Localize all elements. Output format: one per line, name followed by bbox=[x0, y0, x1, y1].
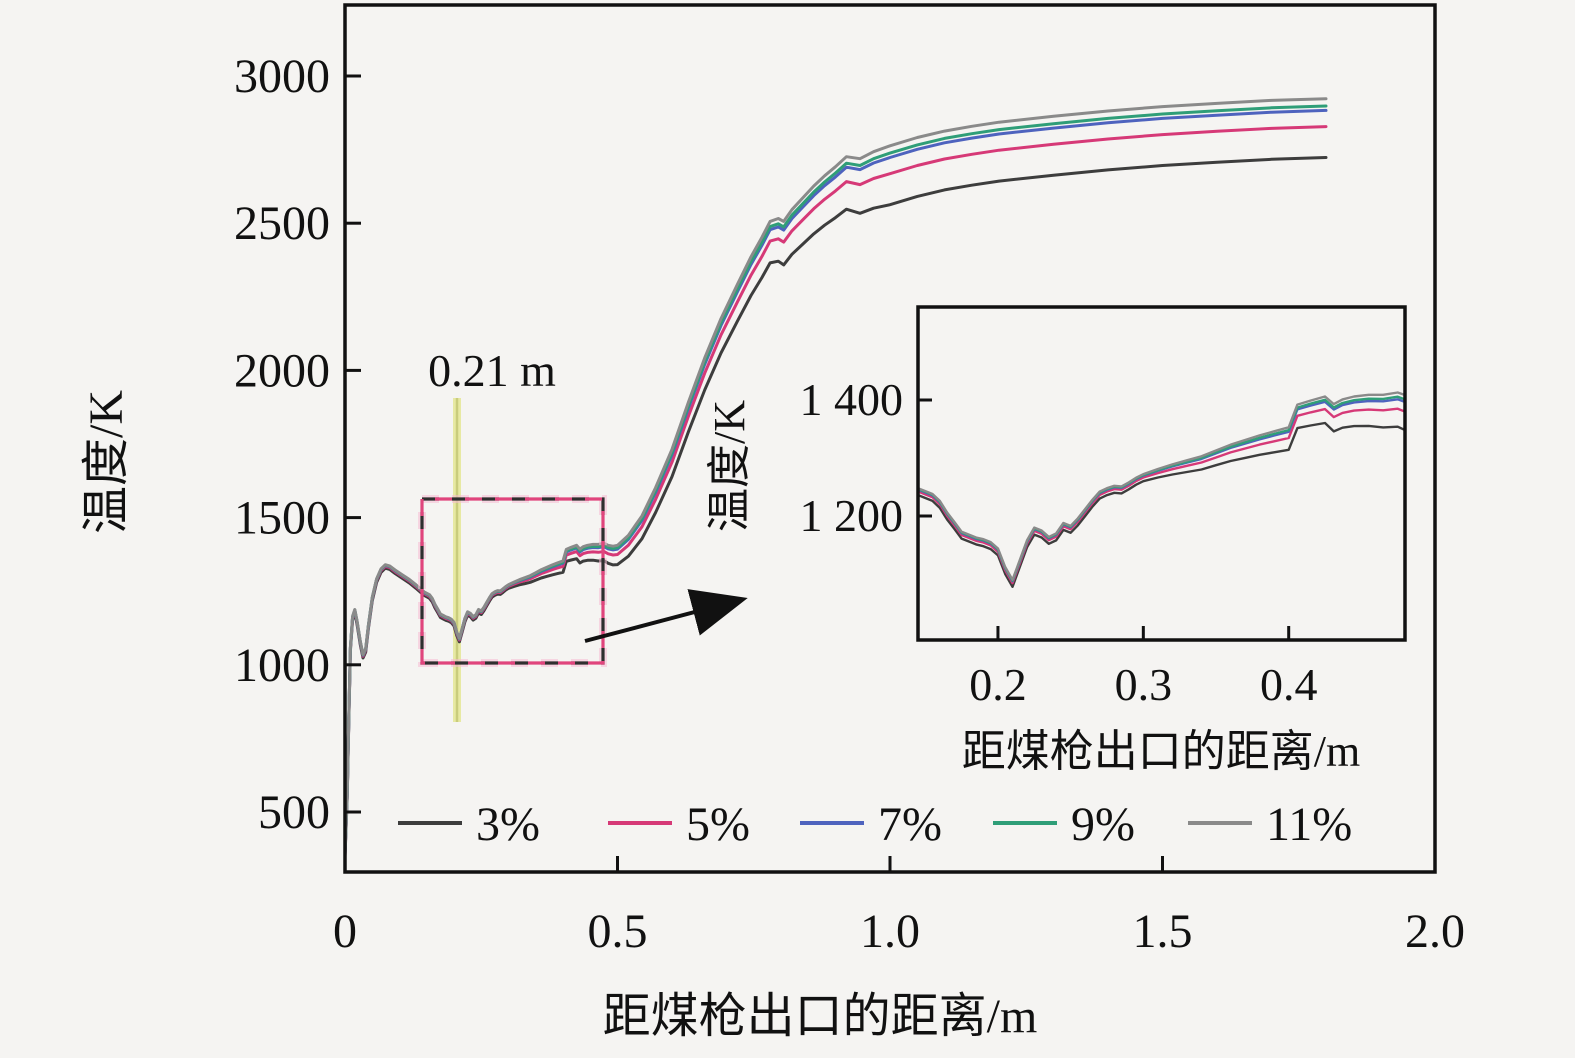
legend-label-7%: 7% bbox=[878, 798, 942, 851]
inset-x-tick-label: 0.2 bbox=[969, 659, 1027, 710]
legend-item-5%: 5% bbox=[608, 798, 750, 851]
inset-series-curve-11% bbox=[918, 391, 1405, 581]
x-axis-title: 距煤枪出口的距离/m bbox=[603, 990, 1038, 1043]
inset-x-tick-label: 0.3 bbox=[1115, 659, 1173, 710]
inset-axis-ticks bbox=[918, 398, 1291, 640]
inset-series-curve-3% bbox=[918, 421, 1405, 588]
x-tick-label: 2.0 bbox=[1405, 905, 1465, 958]
inset-plot-frame bbox=[916, 305, 1407, 642]
y-tick-label: 3000 bbox=[234, 50, 330, 103]
inset-y-tick-label: 1 200 bbox=[800, 490, 904, 541]
series-curve-3% bbox=[345, 156, 1328, 859]
y-tick-label: 500 bbox=[258, 786, 330, 839]
annotation-021m: 0.21 m bbox=[428, 345, 556, 396]
main-curve-group bbox=[345, 97, 1328, 859]
inset-axis-tick-labels: 1 400 1 200 0.2 0.3 0.4 bbox=[800, 374, 1318, 710]
series-curve-11% bbox=[345, 97, 1328, 855]
inset-x-axis-title: 距煤枪出口的距离/m bbox=[962, 727, 1360, 776]
inset-y-axis-title: 温度/K bbox=[705, 400, 754, 532]
legend-item-9%: 9% bbox=[993, 798, 1135, 851]
legend-label-5%: 5% bbox=[686, 798, 750, 851]
zoom-arrow bbox=[584, 589, 748, 643]
main-axis-ticks bbox=[343, 74, 1437, 872]
legend: 3% 5% 7% 9% 11% bbox=[398, 798, 1352, 851]
inset-curve-group bbox=[918, 391, 1405, 588]
x-tick-label: 1.5 bbox=[1133, 905, 1193, 958]
x-tick-label: 0 bbox=[333, 905, 357, 958]
y-tick-label: 1500 bbox=[234, 492, 330, 545]
legend-item-7%: 7% bbox=[800, 798, 942, 851]
inset-series-curve-5% bbox=[918, 407, 1405, 585]
legend-item-11%: 11% bbox=[1188, 798, 1352, 851]
legend-label-3%: 3% bbox=[476, 798, 540, 851]
main-axis-tick-labels: 3000 2500 2000 1500 1000 500 0 0.5 1.0 1.5 2.0 bbox=[234, 50, 1465, 958]
legend-label-11%: 11% bbox=[1266, 798, 1352, 851]
y-tick-label: 1000 bbox=[234, 639, 330, 692]
legend-item-3%: 3% bbox=[398, 798, 540, 851]
zoom-region-dashed-box bbox=[418, 495, 607, 667]
y-tick-label: 2000 bbox=[234, 344, 330, 397]
legend-label-9%: 9% bbox=[1071, 798, 1135, 851]
x-tick-label: 1.0 bbox=[860, 905, 920, 958]
y-tick-label: 2500 bbox=[234, 197, 330, 250]
inset-x-tick-label: 0.4 bbox=[1260, 659, 1318, 710]
x-tick-label: 0.5 bbox=[588, 905, 648, 958]
y-axis-title: 温度/K bbox=[80, 390, 133, 534]
inset-y-tick-label: 1 400 bbox=[800, 374, 904, 425]
